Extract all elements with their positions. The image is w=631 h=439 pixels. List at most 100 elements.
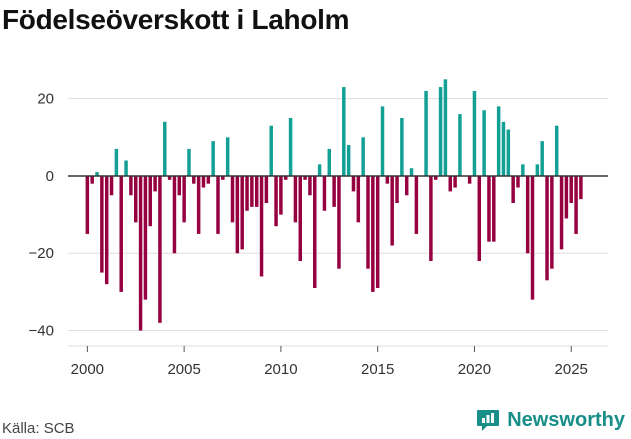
bar [467,175,472,184]
x-tick-label: 2015 [361,361,394,378]
bar [230,175,235,223]
bar [448,175,452,192]
bar [221,175,225,180]
source-label: Källa: SCB [2,420,75,437]
bar [201,175,206,188]
bar [167,175,172,180]
bar [492,175,496,242]
bar [129,175,133,196]
bar [554,125,559,176]
bar [172,175,177,254]
bar [351,175,356,192]
bar [100,175,104,273]
bar [424,90,428,176]
bar [196,175,201,234]
bar [279,175,283,215]
bar [361,137,365,176]
bar [477,175,482,261]
newsworthy-logo-icon [477,410,500,431]
bar [569,175,573,203]
brand-logo: Newsworthy [475,407,625,433]
bar [506,129,511,176]
bar [240,175,244,250]
bar [90,175,94,184]
bar [346,145,351,176]
bar [254,175,259,207]
bar [317,164,322,176]
bar [438,87,443,176]
bar [192,175,196,184]
bar [366,175,370,269]
x-tick-label: 2005 [167,361,200,378]
bar [134,175,138,223]
x-tick-label: 2020 [458,361,491,378]
bar [579,175,583,200]
bar [143,175,148,300]
bar [385,175,390,184]
bar [559,175,564,250]
y-tick-label: −40 [29,323,54,340]
bar [274,175,278,227]
bar [104,175,109,285]
x-tick-label: 2010 [264,361,297,378]
bar [530,175,535,300]
bar [342,87,346,176]
y-axis-ticks: −40 −20 0 20 [29,91,54,340]
bar [114,148,119,176]
bar [443,79,448,176]
bar [313,175,317,289]
x-tick-label: 2025 [555,361,588,378]
bar [284,175,288,180]
bar [327,148,332,176]
bar [177,175,182,196]
bar [148,175,152,227]
bar [225,137,230,176]
bar [521,164,525,176]
bar [434,175,438,180]
y-tick-label: −20 [29,245,54,262]
bar [564,175,569,219]
bar [187,148,191,176]
bar [163,121,167,176]
bar [250,175,254,207]
bar [269,125,273,176]
bar [259,175,264,277]
bar [332,175,336,207]
bar [85,175,90,234]
bar [308,175,312,196]
bar [574,175,578,234]
y-tick-label: 20 [37,91,54,108]
bar [535,164,540,176]
bar [511,175,515,203]
bar [235,175,240,254]
bar [211,141,215,176]
bar [400,117,404,176]
bar [429,175,433,261]
bar [545,175,549,281]
bar [124,160,128,176]
bar [245,175,249,211]
bar [337,175,341,269]
bars [85,79,583,331]
bar [453,175,457,188]
bar [501,121,506,176]
bar [375,175,380,289]
bar [540,141,544,176]
bar [206,175,211,184]
bar [371,175,375,292]
bar [482,110,486,176]
bar [414,175,419,234]
bar [182,175,186,223]
bar [550,175,554,269]
x-tick-label: 2000 [71,361,104,378]
x-axis-ticks: 2000 2005 2010 2015 2020 2025 [68,345,608,378]
bar [95,172,99,176]
bar [472,90,477,176]
y-tick-label: 0 [46,168,54,185]
bar [288,117,293,176]
bar [153,175,157,192]
bar [496,106,501,176]
bar [525,175,530,254]
bar [458,114,462,176]
